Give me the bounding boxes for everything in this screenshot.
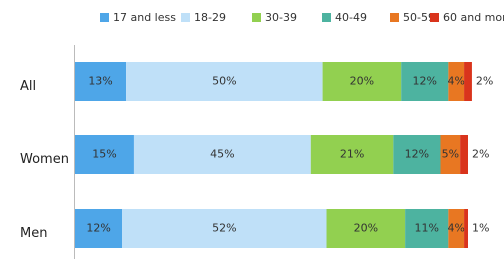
bar-segment bbox=[326, 209, 406, 248]
bar-segment bbox=[464, 209, 468, 248]
value-label: 4% bbox=[447, 222, 464, 235]
bar-segment bbox=[126, 62, 323, 101]
legend-label: 60 and more bbox=[443, 11, 504, 24]
category-label: All bbox=[20, 79, 36, 94]
legend-swatch bbox=[390, 13, 399, 22]
value-label: 20% bbox=[350, 75, 374, 88]
legend-label: 30-39 bbox=[265, 11, 297, 24]
bar-segment bbox=[448, 62, 465, 101]
bar-segment bbox=[75, 209, 123, 248]
bar-segment bbox=[133, 135, 311, 174]
value-label: 50% bbox=[212, 75, 236, 88]
legend-swatch bbox=[100, 13, 109, 22]
bar-segment bbox=[401, 62, 449, 101]
value-label: 12% bbox=[405, 148, 429, 161]
value-label: 21% bbox=[340, 148, 364, 161]
value-label: 13% bbox=[88, 75, 112, 88]
category-label: Women bbox=[20, 152, 69, 167]
value-label: 4% bbox=[447, 75, 464, 88]
value-label: 45% bbox=[210, 148, 234, 161]
value-label: 52% bbox=[212, 222, 236, 235]
value-label: 2% bbox=[472, 148, 489, 161]
legend-label: 50-59 bbox=[403, 11, 435, 24]
bar-segment bbox=[393, 135, 441, 174]
bar-segment bbox=[448, 209, 465, 248]
legend-swatch bbox=[430, 13, 439, 22]
value-label: 12% bbox=[413, 75, 437, 88]
legend-swatch bbox=[181, 13, 190, 22]
bar-segment bbox=[405, 209, 449, 248]
value-label: 5% bbox=[442, 148, 459, 161]
bar-segment bbox=[460, 135, 468, 174]
value-label: 1% bbox=[472, 222, 489, 235]
value-label: 15% bbox=[92, 148, 116, 161]
value-label: 11% bbox=[415, 222, 439, 235]
legend-label: 40-49 bbox=[335, 11, 367, 24]
bar-segment bbox=[310, 135, 394, 174]
legend-swatch bbox=[252, 13, 261, 22]
bar-segment bbox=[75, 62, 127, 101]
bar-segment bbox=[75, 135, 134, 174]
legend-label: 18-29 bbox=[194, 11, 226, 24]
bar-segment bbox=[440, 135, 461, 174]
legend-swatch bbox=[322, 13, 331, 22]
value-label: 20% bbox=[354, 222, 378, 235]
value-label: 12% bbox=[86, 222, 110, 235]
bar-segment bbox=[122, 209, 327, 248]
category-label: Men bbox=[20, 226, 47, 241]
bar-segment bbox=[464, 62, 472, 101]
value-label: 2% bbox=[476, 75, 493, 88]
legend-label: 17 and less bbox=[113, 11, 176, 24]
bar-segment bbox=[322, 62, 402, 101]
